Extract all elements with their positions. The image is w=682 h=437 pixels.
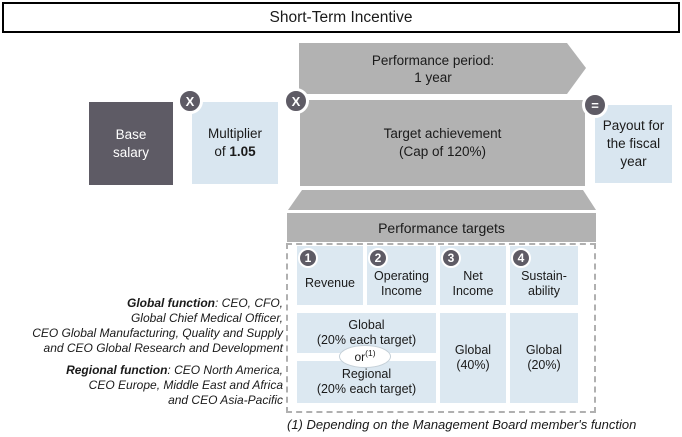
target-label-net-income: Net Income	[452, 268, 494, 298]
or-connector: or(1)	[339, 345, 391, 368]
badge-number: 3	[447, 251, 455, 265]
or-word: or	[354, 349, 366, 364]
weight-cell-net-income: Global (40%)	[440, 313, 506, 403]
base-salary-label: Base salary	[112, 126, 149, 160]
number-badge-2: 2	[368, 248, 388, 268]
regional-function-detail: : CEO North America, CEO Europe, Middle …	[88, 363, 283, 407]
multiply-symbol: X	[291, 93, 301, 109]
multiplier-line1: Multiplier	[207, 126, 262, 141]
payout-box: Payout for the fiscal year	[595, 105, 672, 183]
multiply-icon: X	[283, 88, 309, 114]
multiplier-line2-prefix: of	[214, 144, 230, 159]
number-badge-1: 1	[298, 248, 318, 268]
base-salary-box: Base salary	[89, 102, 173, 185]
funnel-connector	[288, 190, 596, 210]
regional-function-label: Regional function	[66, 363, 168, 377]
target-achievement-label: Target achievement (Cap of 120%)	[383, 126, 502, 159]
payout-label: Payout for the fiscal year	[602, 118, 665, 169]
multiplier-box: Multiplier of 1.05	[192, 102, 278, 184]
performance-targets-panel	[286, 243, 596, 413]
multiply-icon: X	[177, 88, 203, 114]
performance-targets-title: Performance targets	[378, 219, 505, 236]
global-function-label: Global function	[126, 296, 215, 310]
or-label: or(1)	[354, 347, 376, 364]
equals-icon: =	[582, 92, 608, 118]
equals-symbol: =	[591, 97, 599, 113]
performance-targets-header: Performance targets	[287, 213, 596, 242]
badge-number: 1	[304, 251, 312, 265]
diagram-title: Short-Term Incentive	[2, 2, 680, 33]
weight-cell-regional-option: Regional (20% each target)	[297, 361, 436, 403]
badge-number: 2	[374, 251, 382, 265]
target-label-revenue: Revenue	[304, 276, 356, 290]
weight-label-sustainability: Global (20%)	[525, 343, 563, 372]
diagram-title-text: Short-Term Incentive	[269, 8, 413, 26]
function-legend: Global function: CEO, CFO, Global Chief …	[3, 296, 283, 408]
weight-label-global-option: Global (20% each target)	[316, 318, 417, 347]
number-badge-3: 3	[441, 248, 461, 268]
multiply-symbol: X	[185, 93, 195, 109]
global-function-text: Global function: CEO, CFO, Global Chief …	[3, 296, 283, 356]
regional-function-text: Regional function: CEO North America, CE…	[3, 363, 283, 408]
multiplier-value: 1.05	[229, 144, 256, 159]
target-cell-revenue: Revenue	[297, 246, 363, 305]
performance-period-arrow: Performance period: 1 year	[299, 43, 586, 94]
weight-label-net-income: Global (40%)	[454, 343, 492, 372]
global-function-detail: : CEO, CFO, Global Chief Medical Officer…	[32, 296, 283, 355]
multiplier-label: Multiplier of 1.05	[208, 125, 262, 161]
performance-period-label: Performance period: 1 year	[371, 52, 495, 85]
target-label-sustainability: Sustain- ability	[521, 268, 567, 298]
weight-label-regional-option: Regional (20% each target)	[316, 367, 417, 396]
target-achievement-box: Target achievement (Cap of 120%)	[300, 100, 585, 186]
or-footnote-marker: (1)	[365, 347, 376, 358]
weight-cell-sustainability: Global (20%)	[510, 313, 578, 403]
number-badge-4: 4	[511, 248, 531, 268]
footnote: (1) Depending on the Management Board me…	[287, 417, 637, 432]
target-label-operating-income: Operating Income	[374, 268, 429, 298]
badge-number: 4	[517, 251, 525, 265]
